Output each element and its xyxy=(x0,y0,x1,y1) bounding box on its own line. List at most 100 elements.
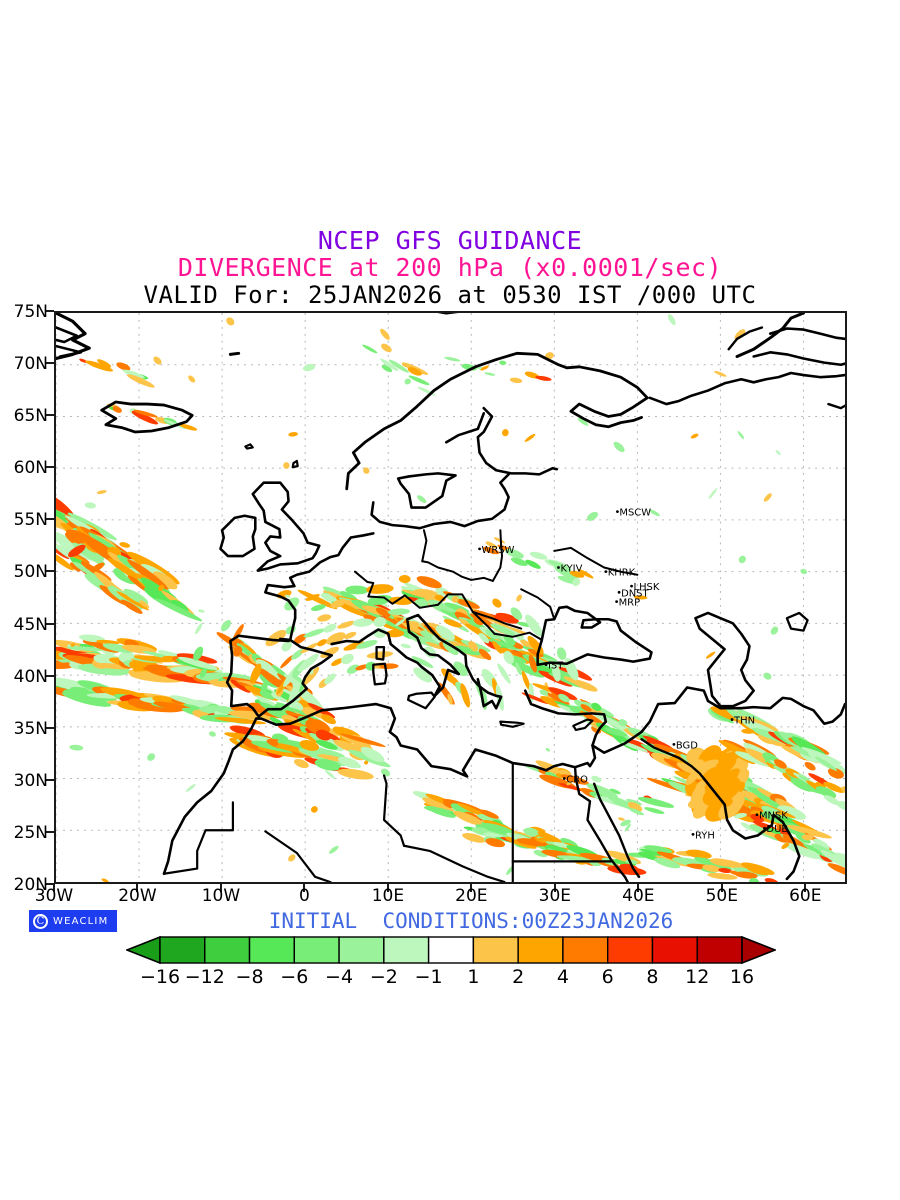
lon-label: 20E xyxy=(455,886,488,906)
city-marker xyxy=(672,743,676,746)
city-marker xyxy=(617,590,621,594)
lat-tick xyxy=(46,830,54,833)
city-label: CRO xyxy=(566,775,588,786)
city-label: LHSK xyxy=(634,582,660,593)
colorbar-tick-label: 6 xyxy=(601,966,614,988)
city-marker xyxy=(730,718,734,721)
lat-tick xyxy=(46,674,54,677)
colorbar-tick-label: −8 xyxy=(235,966,264,988)
colorbar-swatch xyxy=(159,936,206,964)
colorbar-tick-label: −2 xyxy=(369,966,398,988)
copyright-icon: C xyxy=(33,913,48,929)
colorbar-swatch xyxy=(338,936,385,964)
lon-tick xyxy=(470,884,473,892)
city-marker xyxy=(557,566,560,569)
colorbar-swatch xyxy=(696,936,743,964)
lon-tick xyxy=(303,884,306,892)
lon-label: 10E xyxy=(371,886,405,906)
city-marker xyxy=(616,510,619,514)
colorbar-swatch xyxy=(472,936,519,964)
lat-tick xyxy=(46,310,54,312)
city-label: KYIV xyxy=(560,563,582,574)
colorbar-tick-label: −16 xyxy=(139,966,181,988)
lat-tick xyxy=(46,570,54,573)
city-marker xyxy=(544,663,548,667)
colorbar-tick-label: −6 xyxy=(280,966,309,988)
coastlines xyxy=(56,313,845,882)
city-label: MSCW xyxy=(619,508,651,519)
city-label: RYH xyxy=(695,830,715,841)
colorbar-tick-label: −4 xyxy=(325,966,354,988)
colorbar-swatch xyxy=(293,936,340,964)
city-label: DUB xyxy=(766,824,788,835)
colorbar-tick-label: −1 xyxy=(414,966,443,988)
lat-label: 55N xyxy=(13,510,48,531)
colorbar-tick-label: 12 xyxy=(685,966,710,988)
weaclim-logo: C WEACLIM xyxy=(29,910,117,932)
lat-label: 65N xyxy=(13,406,48,427)
colorbar-tick-label: 1 xyxy=(467,966,480,988)
lat-tick xyxy=(46,726,54,729)
colorbar-swatch xyxy=(383,936,430,964)
lon-tick xyxy=(53,884,55,892)
city-marker xyxy=(691,833,695,836)
weaclim-label: WEACLIM xyxy=(53,915,109,927)
lat-tick xyxy=(46,518,54,521)
lat-tick xyxy=(46,362,54,365)
colorbar xyxy=(126,936,776,964)
lat-tick xyxy=(46,414,54,417)
colorbar-swatch xyxy=(517,936,564,964)
city-label: DNST xyxy=(621,588,649,599)
lon-label: 10W xyxy=(201,886,241,906)
city-label: KHRK xyxy=(608,568,636,579)
lat-label: 45N xyxy=(13,614,48,635)
page-title: NCEP GFS GUIDANCE xyxy=(317,226,583,255)
lat-label: 25N xyxy=(13,822,48,843)
colorbar-arrow-low xyxy=(126,936,161,964)
lat-label: 75N xyxy=(13,302,48,322)
lat-tick xyxy=(46,883,54,885)
colorbar-swatches xyxy=(126,936,776,964)
lon-label: 30E xyxy=(538,886,572,906)
city-label: MRP xyxy=(619,598,640,609)
city-marker xyxy=(478,547,481,551)
lat-tick xyxy=(46,778,54,781)
colorbar-swatch xyxy=(562,936,609,964)
lon-label: 50E xyxy=(705,886,738,906)
lon-label: 0 xyxy=(298,886,310,906)
city-marker xyxy=(763,826,766,830)
lon-tick xyxy=(720,884,723,892)
lat-label: 70N xyxy=(13,354,48,375)
title-subtitle-variable: DIVERGENCE at 200 hPa (x0.0001/sec) xyxy=(177,253,723,282)
city-marker xyxy=(562,777,566,780)
colorbar-tick-labels: −16 −12 −8 −6 −4 −2 −1 1 2 4 6 8 12 16 xyxy=(0,966,900,992)
lat-tick xyxy=(46,466,54,469)
colorbar-arrow-high xyxy=(741,936,776,964)
lon-tick xyxy=(804,884,807,892)
colorbar-tick-label: 16 xyxy=(729,966,755,988)
lat-label: 40N xyxy=(13,666,48,687)
divergence-field xyxy=(56,314,845,882)
lat-label: 60N xyxy=(13,458,48,479)
lon-tick xyxy=(136,884,139,892)
city-marker xyxy=(755,813,759,817)
lat-tick xyxy=(46,622,54,625)
city-label: MNSK xyxy=(759,811,788,822)
colorbar-tick-label: 4 xyxy=(556,966,569,988)
map-plot-area[interactable]: MSCW WRSW KYIV KHRK LHSK DNST MRP IST THN BGD CRO M… xyxy=(54,311,847,884)
lon-tick xyxy=(386,884,389,892)
colorbar-swatch xyxy=(651,936,698,964)
colorbar-swatch xyxy=(606,936,654,964)
city-marker xyxy=(604,570,608,574)
lat-label: 35N xyxy=(13,718,48,739)
city-label: BGD xyxy=(676,740,698,751)
initial-conditions-label: INITIAL CONDITIONS:00Z23JAN2026 xyxy=(268,909,674,933)
title-valid-time: VALID For: 25JAN2026 at 0530 IST /000 UT… xyxy=(143,281,757,309)
lon-label: 60E xyxy=(789,886,822,906)
lat-label: 50N xyxy=(13,562,48,583)
lat-label: 20N xyxy=(13,875,48,895)
lon-label: 20W xyxy=(118,886,157,906)
colorbar-tick-label: −12 xyxy=(184,966,225,988)
